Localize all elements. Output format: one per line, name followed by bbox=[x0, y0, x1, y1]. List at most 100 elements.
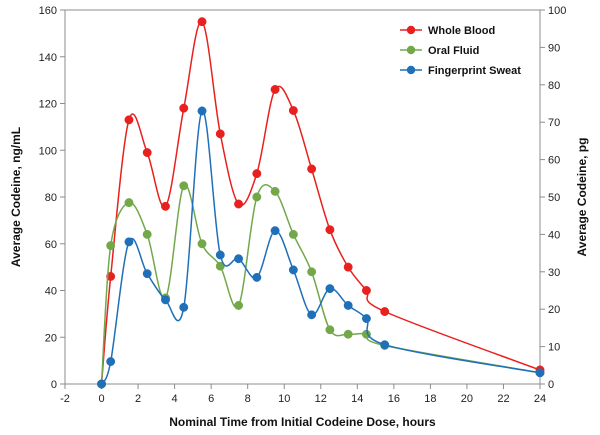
data-point bbox=[215, 261, 225, 271]
y2-axis-title: Average Codeine, pg bbox=[575, 138, 589, 257]
x-tick-label: 14 bbox=[351, 393, 363, 405]
data-point bbox=[343, 301, 353, 310]
data-point bbox=[215, 129, 225, 139]
y-tick-label: 40 bbox=[45, 286, 57, 298]
data-point bbox=[288, 229, 298, 239]
data-point bbox=[380, 340, 390, 350]
series-layer bbox=[97, 17, 545, 389]
x-tick-label: -2 bbox=[60, 393, 70, 405]
data-point bbox=[343, 262, 353, 272]
series-fingerprint-sweat bbox=[97, 106, 545, 389]
data-point bbox=[197, 106, 207, 116]
y-tick-label: 0 bbox=[51, 379, 57, 391]
y2-tick-label: 70 bbox=[548, 117, 560, 129]
data-point bbox=[106, 272, 116, 281]
x-tick-label: 18 bbox=[424, 393, 436, 405]
series-oral-fluid bbox=[97, 181, 545, 389]
y2-tick-label: 80 bbox=[548, 80, 560, 92]
data-point bbox=[307, 267, 317, 277]
y-axis-title: Average Codeine, ng/mL bbox=[9, 127, 23, 267]
y2-tick-label: 10 bbox=[548, 342, 560, 354]
x-tick-label: 12 bbox=[315, 393, 327, 405]
x-tick-label: 2 bbox=[135, 393, 141, 405]
data-point bbox=[124, 237, 134, 247]
legend-marker bbox=[406, 65, 416, 75]
data-point bbox=[234, 254, 244, 264]
data-point bbox=[307, 310, 317, 320]
x-tick-label: 8 bbox=[245, 393, 251, 405]
data-point bbox=[343, 329, 353, 339]
data-point bbox=[179, 181, 189, 191]
legend-marker bbox=[406, 45, 416, 55]
y2-tick-label: 30 bbox=[548, 267, 560, 279]
y2-tick-label: 50 bbox=[548, 192, 560, 204]
y2-tick-label: 20 bbox=[548, 304, 560, 316]
x-tick-label: 6 bbox=[208, 393, 214, 405]
data-point bbox=[380, 307, 390, 316]
y2-tick-label: 100 bbox=[548, 5, 566, 17]
x-tick-label: 20 bbox=[461, 393, 473, 405]
data-point bbox=[361, 314, 371, 323]
x-tick-label: 16 bbox=[388, 393, 400, 405]
data-point bbox=[252, 272, 262, 282]
data-point bbox=[288, 106, 298, 115]
legend-item: Fingerprint Sweat bbox=[400, 65, 521, 77]
data-point bbox=[325, 225, 335, 235]
data-point bbox=[288, 265, 298, 275]
data-point bbox=[142, 229, 152, 239]
legend-label: Oral Fluid bbox=[428, 45, 479, 57]
x-axis-title: Nominal Time from Initial Codeine Dose, … bbox=[169, 415, 436, 429]
series-line bbox=[100, 184, 541, 385]
legend-marker bbox=[406, 25, 416, 35]
data-point bbox=[179, 103, 189, 113]
data-point bbox=[234, 199, 244, 209]
x-tick-label: 4 bbox=[172, 393, 178, 405]
x-tick-label: 0 bbox=[98, 393, 104, 405]
legend: Whole Blood Oral Fluid Fingerprint Sweat bbox=[400, 25, 521, 77]
legend-item: Whole Blood bbox=[400, 25, 495, 37]
data-point bbox=[252, 169, 262, 179]
y-tick-label: 140 bbox=[39, 52, 57, 64]
y2-tick-label: 40 bbox=[548, 229, 560, 241]
legend-label: Whole Blood bbox=[428, 25, 495, 37]
data-point bbox=[197, 239, 207, 249]
y-tick-label: 120 bbox=[39, 99, 57, 111]
data-point bbox=[161, 201, 170, 211]
data-point bbox=[106, 357, 116, 367]
data-point bbox=[142, 269, 152, 279]
x-tick-label: 24 bbox=[534, 393, 546, 405]
data-point bbox=[325, 284, 335, 294]
data-point bbox=[307, 164, 317, 174]
series-line bbox=[100, 110, 541, 385]
legend-label: Fingerprint Sweat bbox=[428, 65, 521, 77]
data-point bbox=[124, 115, 134, 125]
y-tick-label: 80 bbox=[45, 192, 57, 204]
y2-tick-label: 0 bbox=[548, 379, 554, 391]
x-tick-label: 10 bbox=[278, 393, 290, 405]
data-point bbox=[161, 295, 170, 305]
y-tick-label: 160 bbox=[39, 5, 57, 17]
data-point bbox=[270, 226, 280, 236]
data-point bbox=[142, 148, 152, 158]
data-point bbox=[106, 241, 116, 251]
data-point bbox=[124, 198, 134, 208]
data-point bbox=[179, 302, 189, 312]
y2-tick-label: 90 bbox=[548, 42, 560, 54]
data-point bbox=[270, 85, 280, 94]
y-tick-label: 60 bbox=[45, 239, 57, 251]
data-point bbox=[215, 250, 225, 260]
data-point bbox=[234, 301, 244, 310]
data-point bbox=[361, 286, 371, 295]
y-tick-label: 20 bbox=[45, 332, 57, 344]
legend-item: Oral Fluid bbox=[400, 45, 479, 57]
y-tick-label: 100 bbox=[39, 145, 57, 157]
y2-tick-label: 60 bbox=[548, 155, 560, 167]
data-point bbox=[535, 368, 545, 378]
data-point bbox=[270, 186, 280, 196]
data-point bbox=[197, 17, 207, 27]
data-point bbox=[325, 325, 335, 335]
axes: -2 0 2 4 6 8 10 12 14 16 18 20 22 2402040608010012014… bbox=[39, 5, 567, 405]
x-tick-label: 22 bbox=[497, 393, 509, 405]
